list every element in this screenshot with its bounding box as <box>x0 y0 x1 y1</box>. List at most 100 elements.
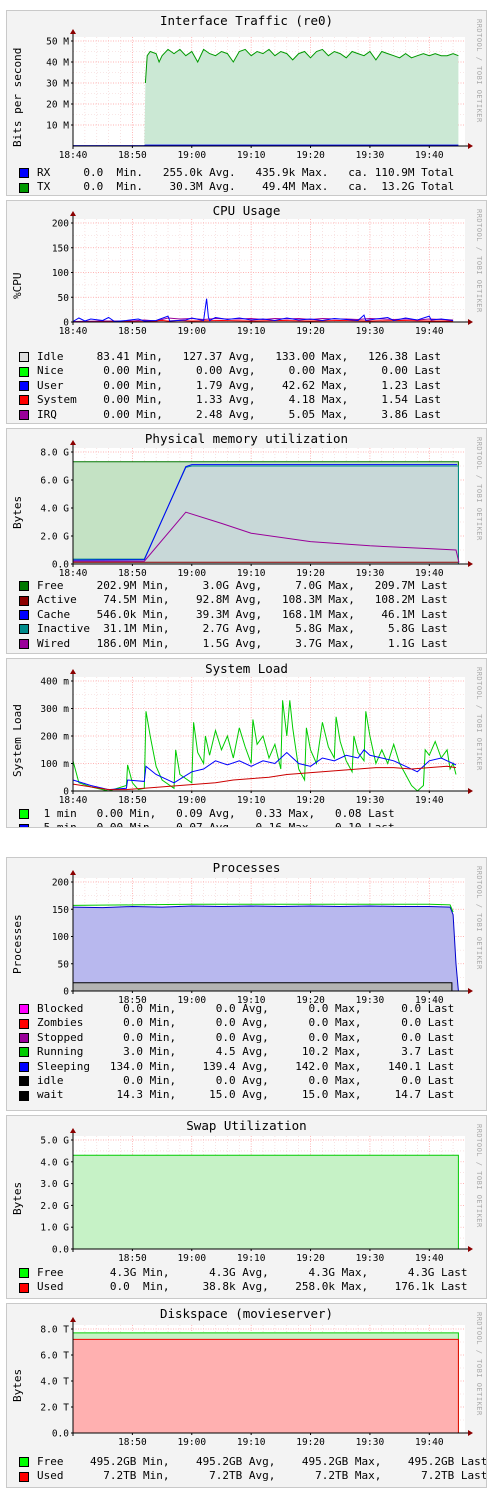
x-tick-label: 19:10 <box>237 150 266 161</box>
legend-swatch <box>19 1018 29 1029</box>
legend-text: wait 14.3 Min, 15.0 Avg, 15.0 Max, 14.7 … <box>37 1088 455 1102</box>
y-tick-label: 5.0 G <box>40 1136 69 1147</box>
x-tick-label: 18:50 <box>118 795 147 806</box>
legend-swatch <box>19 1061 29 1072</box>
x-tick-label: 19:40 <box>415 326 444 337</box>
series-line-wait <box>73 982 453 991</box>
legend-text: Active 74.5M Min, 92.8M Avg, 108.3M Max,… <box>37 593 448 607</box>
legend-text: Stopped 0.0 Min, 0.0 Avg, 0.0 Max, 0.0 L… <box>37 1030 455 1044</box>
legend-text: idle 0.0 Min, 0.0 Avg, 0.0 Max, 0.0 Last <box>37 1073 455 1087</box>
y-axis-arrow <box>70 1317 76 1322</box>
memory-legend: Free 202.9M Min, 3.0G Avg, 7.0G Max, 209… <box>19 579 448 651</box>
y-tick-label: 50 <box>58 959 70 970</box>
legend-entry-wait: wait 14.3 Min, 15.0 Avg, 15.0 Max, 14.7 … <box>19 1088 454 1102</box>
legend-text: TX 0.0 Min. 30.3M Avg. 49.4M Max. ca. 13… <box>37 180 455 194</box>
legend-entry-used: Used 0.0 Min, 38.8k Avg, 258.0k Max, 176… <box>19 1280 467 1294</box>
legend-swatch <box>19 624 29 635</box>
x-tick-label: 19:00 <box>177 1437 206 1448</box>
legend-entry-blocked: Blocked 0.0 Min, 0.0 Avg, 0.0 Max, 0.0 L… <box>19 1002 454 1016</box>
x-tick-label: 18:50 <box>118 1253 147 1264</box>
series-line-15-min <box>72 765 457 791</box>
series-line-used <box>73 1338 459 1433</box>
series-line-irq <box>72 317 454 322</box>
x-tick-label: 19:30 <box>356 995 385 1006</box>
memory-title: Physical memory utilization <box>144 431 349 446</box>
cpu-chart: 0 50 100 150 200 18:40 18:50 19:00 19:10 19:20 19:… <box>52 211 473 337</box>
y-tick-label: 200 <box>52 219 69 230</box>
memory-panel: Physical memory utilization Bytes RRDTOO… <box>6 428 487 654</box>
legend-entry-stopped: Stopped 0.0 Min, 0.0 Avg, 0.0 Max, 0.0 L… <box>19 1031 454 1045</box>
y-tick-label: 200 <box>52 878 69 889</box>
legend-swatch <box>19 1282 29 1293</box>
x-tick-label: 19:30 <box>356 1253 385 1264</box>
x-axis-arrow <box>468 1246 473 1252</box>
legend-entry-active: Active 74.5M Min, 92.8M Avg, 108.3M Max,… <box>19 593 448 607</box>
legend-text: Free 202.9M Min, 3.0G Avg, 7.0G Max, 209… <box>37 579 448 592</box>
load-title: System Load <box>205 661 288 676</box>
x-axis-arrow <box>468 561 473 567</box>
legend-entry-idle: Idle 83.41 Min, 127.37 Avg, 133.00 Max, … <box>19 350 441 364</box>
legend-text: Blocked 0.0 Min, 0.0 Avg, 0.0 Max, 0.0 L… <box>37 1002 455 1015</box>
x-tick-label: 19:40 <box>415 1253 444 1264</box>
traffic-title: Interface Traffic (re0) <box>159 13 334 28</box>
memory-chart: 0.0 2.0 G 4.0 G 6.0 G 8.0 G 18:40 18:50 19:00 19… <box>40 440 473 579</box>
legend-swatch <box>19 1268 29 1279</box>
legend-text: Sleeping 134.0 Min, 139.4 Avg, 142.0 Max… <box>37 1059 455 1073</box>
y-tick-label: 0 <box>63 787 69 798</box>
x-tick-label: 18:40 <box>59 568 88 579</box>
x-axis-arrow <box>468 143 473 149</box>
series-area-sleeping <box>73 906 459 991</box>
legend-entry-zombies: Zombies 0.0 Min, 0.0 Avg, 0.0 Max, 0.0 L… <box>19 1016 454 1030</box>
x-tick-label: 18:40 <box>59 795 88 806</box>
legend-swatch <box>19 1076 29 1087</box>
legend-entry-free: Free 4.3G Min, 4.3G Avg, 4.3G Max, 4.3G … <box>19 1266 467 1280</box>
y-tick-label: 100 m <box>40 759 69 770</box>
y-axis-arrow <box>70 1128 76 1133</box>
x-tick-label: 19:40 <box>415 150 444 161</box>
y-tick-label: 50 M <box>46 37 69 48</box>
legend-entry-rx: RX 0.0 Min. 255.0k Avg. 435.9k Max. ca. … <box>19 166 454 180</box>
legend-entry-used: Used 7.2TB Min, 7.2TB Avg, 7.2TB Max, 7.… <box>19 1469 486 1483</box>
x-tick-label: 19:10 <box>237 326 266 337</box>
y-tick-label: 0.0 <box>52 560 69 571</box>
swap-chart: 0.0 1.0 G 2.0 G 3.0 G 4.0 G 5.0 G 18:50 19:00 19… <box>40 1128 473 1264</box>
y-tick-label: 0 <box>63 318 69 329</box>
legend-swatch <box>19 581 29 592</box>
x-tick-label: 19:20 <box>296 150 325 161</box>
legend-text: Idle 83.41 Min, 127.37 Avg, 133.00 Max, … <box>37 350 441 363</box>
legend-entry-irq: IRQ 0.00 Min, 2.48 Avg, 5.05 Max, 3.86 L… <box>19 408 441 422</box>
y-tick-label: 20 M <box>46 100 69 111</box>
y-tick-label: 4.0 T <box>40 1377 69 1388</box>
traffic-legend: RX 0.0 Min. 255.0k Avg. 435.9k Max. ca. … <box>19 166 454 195</box>
plot-canvas <box>73 219 465 322</box>
swap-panel: Swap Utilization Bytes RRDTOOL / TOBI OE… <box>6 1115 487 1299</box>
y-tick-label: 0 <box>63 987 69 998</box>
x-tick-label: 19:10 <box>237 568 266 579</box>
x-tick-label: 19:10 <box>237 1437 266 1448</box>
y-tick-label: 0.0 <box>52 1429 69 1440</box>
legend-swatch <box>19 1457 29 1468</box>
x-tick-label: 19:30 <box>356 326 385 337</box>
legend-swatch <box>19 595 29 606</box>
series-line-running <box>72 903 454 913</box>
series-line-cache <box>72 464 458 561</box>
series-line-tx <box>144 48 459 84</box>
swap-legend: Free 4.3G Min, 4.3G Avg, 4.3G Max, 4.3G … <box>19 1266 467 1295</box>
y-axis-arrow <box>70 211 76 216</box>
y-axis-arrow <box>70 29 76 34</box>
y-axis-arrow <box>70 440 76 445</box>
load-legend: 1 min 0.00 Min, 0.09 Avg, 0.33 Max, 0.08… <box>19 807 395 828</box>
y-axis-arrow <box>70 870 76 875</box>
legend-text: 5 min 0.00 Min, 0.07 Avg, 0.16 Max, 0.10… <box>37 821 395 828</box>
processes-title: Processes <box>212 860 281 875</box>
legend-entry-1-min: 1 min 0.00 Min, 0.09 Avg, 0.33 Max, 0.08… <box>19 807 395 821</box>
x-tick-label: 19:30 <box>356 1437 385 1448</box>
x-tick-label: 19:30 <box>356 150 385 161</box>
y-tick-label: 8.0 T <box>40 1325 69 1336</box>
x-tick-label: 19:00 <box>177 795 206 806</box>
x-tick-label: 19:40 <box>415 1437 444 1448</box>
legend-swatch <box>19 380 29 391</box>
legend-swatch <box>19 609 29 620</box>
legend-swatch <box>19 182 29 193</box>
x-tick-label: 19:30 <box>356 568 385 579</box>
